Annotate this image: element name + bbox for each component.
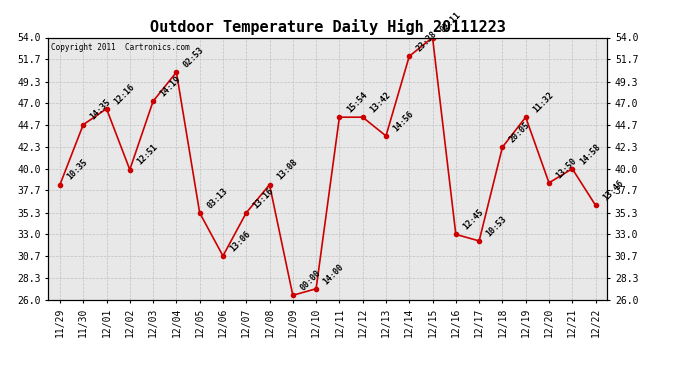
Text: 14:00: 14:00	[322, 262, 346, 286]
Text: 12:45: 12:45	[462, 207, 486, 232]
Text: 13:50: 13:50	[555, 156, 579, 180]
Text: 20:05: 20:05	[508, 120, 532, 144]
Text: 10:53: 10:53	[484, 214, 509, 238]
Text: 11:32: 11:32	[531, 90, 555, 114]
Text: 14:35: 14:35	[89, 98, 113, 122]
Text: 12:16: 12:16	[112, 82, 136, 106]
Text: 03:13: 03:13	[205, 186, 229, 210]
Text: 23:38: 23:38	[415, 29, 439, 54]
Text: 00:00: 00:00	[298, 268, 322, 292]
Text: 13:16: 13:16	[252, 186, 276, 210]
Text: 14:56: 14:56	[391, 109, 415, 133]
Text: 13:08: 13:08	[275, 158, 299, 182]
Text: 15:54: 15:54	[345, 90, 369, 114]
Text: 13:46: 13:46	[601, 178, 625, 203]
Text: 13:06: 13:06	[228, 229, 253, 253]
Text: Copyright 2011  Cartronics.com: Copyright 2011 Cartronics.com	[51, 43, 190, 52]
Title: Outdoor Temperature Daily High 20111223: Outdoor Temperature Daily High 20111223	[150, 19, 506, 35]
Text: 10:35: 10:35	[66, 158, 90, 182]
Text: 02:53: 02:53	[182, 45, 206, 69]
Text: 12:51: 12:51	[135, 143, 159, 167]
Text: 14:19: 14:19	[159, 74, 183, 99]
Text: 14:58: 14:58	[578, 142, 602, 166]
Text: 02:11: 02:11	[438, 10, 462, 35]
Text: 13:42: 13:42	[368, 90, 393, 114]
